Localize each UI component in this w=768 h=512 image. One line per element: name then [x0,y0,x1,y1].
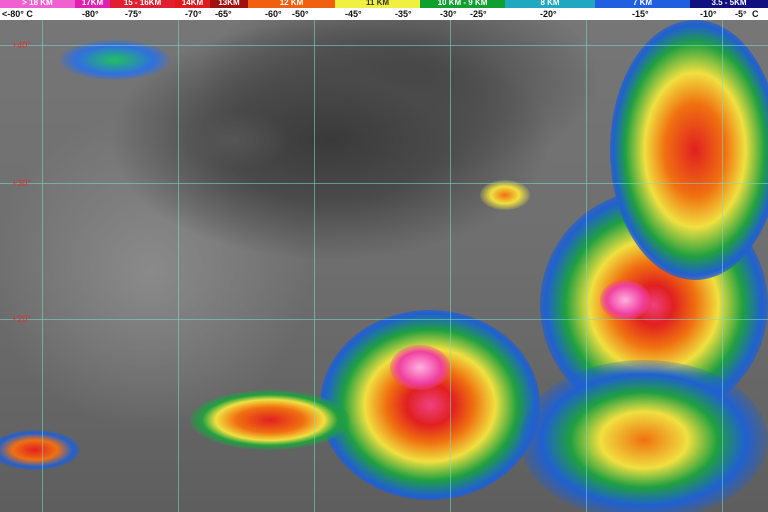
cloud-far-west [0,430,80,470]
temperature-label: -20° [540,9,557,19]
cloud-band-pacific-west [190,390,350,450]
latitude-label-30: +30° [12,178,31,188]
temperature-label: -5° [735,9,747,19]
temperature-label: -15° [632,9,649,19]
temperature-label: -65° [215,9,232,19]
temperature-label: <-80° C [2,9,33,19]
legend-band: > 18 KM [0,0,75,8]
latitude-label-20: +20° [12,314,31,324]
gridline-lon [722,20,723,512]
cloud-caribbean [520,360,768,512]
temperature-scale: <-80° C -80° -75° -70° -65° -60° -50° -45° -35° -… [0,8,768,20]
gridline-lat-40 [0,45,768,46]
temperature-label: -45° [345,9,362,19]
storm-pacific-eye [390,345,450,390]
legend-band: 7 KM [595,0,690,8]
gridline-lon [314,20,315,512]
gridline-lon [586,20,587,512]
gridline-lon [450,20,451,512]
gridline-lat-30 [0,183,768,184]
temperature-label: -10° [700,9,717,19]
legend-band: 11 KM [335,0,420,8]
legend-band: 8 KM [505,0,595,8]
legend-band: 17KM [75,0,110,8]
legend-band: 13KM [210,0,248,8]
temperature-label: -75° [125,9,142,19]
temperature-label: -70° [185,9,202,19]
temperature-label: -25° [470,9,487,19]
temperature-label: -60° [265,9,282,19]
storm-pacific-outer [320,310,540,500]
temperature-label: -50° [292,9,309,19]
legend-band: 14KM [175,0,210,8]
temperature-label: -80° [82,9,99,19]
legend-band: 3.5 - 5KM [690,0,768,8]
temperature-label: C [752,9,759,19]
temperature-label: -30° [440,9,457,19]
color-scale-legend: > 18 KM 17KM 15 - 16KM 14KM 13KM 12 KM 11 KM 10… [0,0,768,8]
satellite-image: +40° +30° +20° [0,20,768,512]
cloud-texas [480,180,530,210]
cloud-band-north-pacific [60,40,170,80]
storm-gulf-eye [600,280,650,320]
temperature-label: -35° [395,9,412,19]
gridline-lon [178,20,179,512]
legend-band: 10 KM - 9 KM [420,0,505,8]
cloud-eastern-us [610,20,768,280]
gridline-lat-20 [0,319,768,320]
gridline-lon [42,20,43,512]
latitude-label-40: +40° [12,40,31,50]
legend-band: 15 - 16KM [110,0,175,8]
legend-band: 12 KM [248,0,335,8]
